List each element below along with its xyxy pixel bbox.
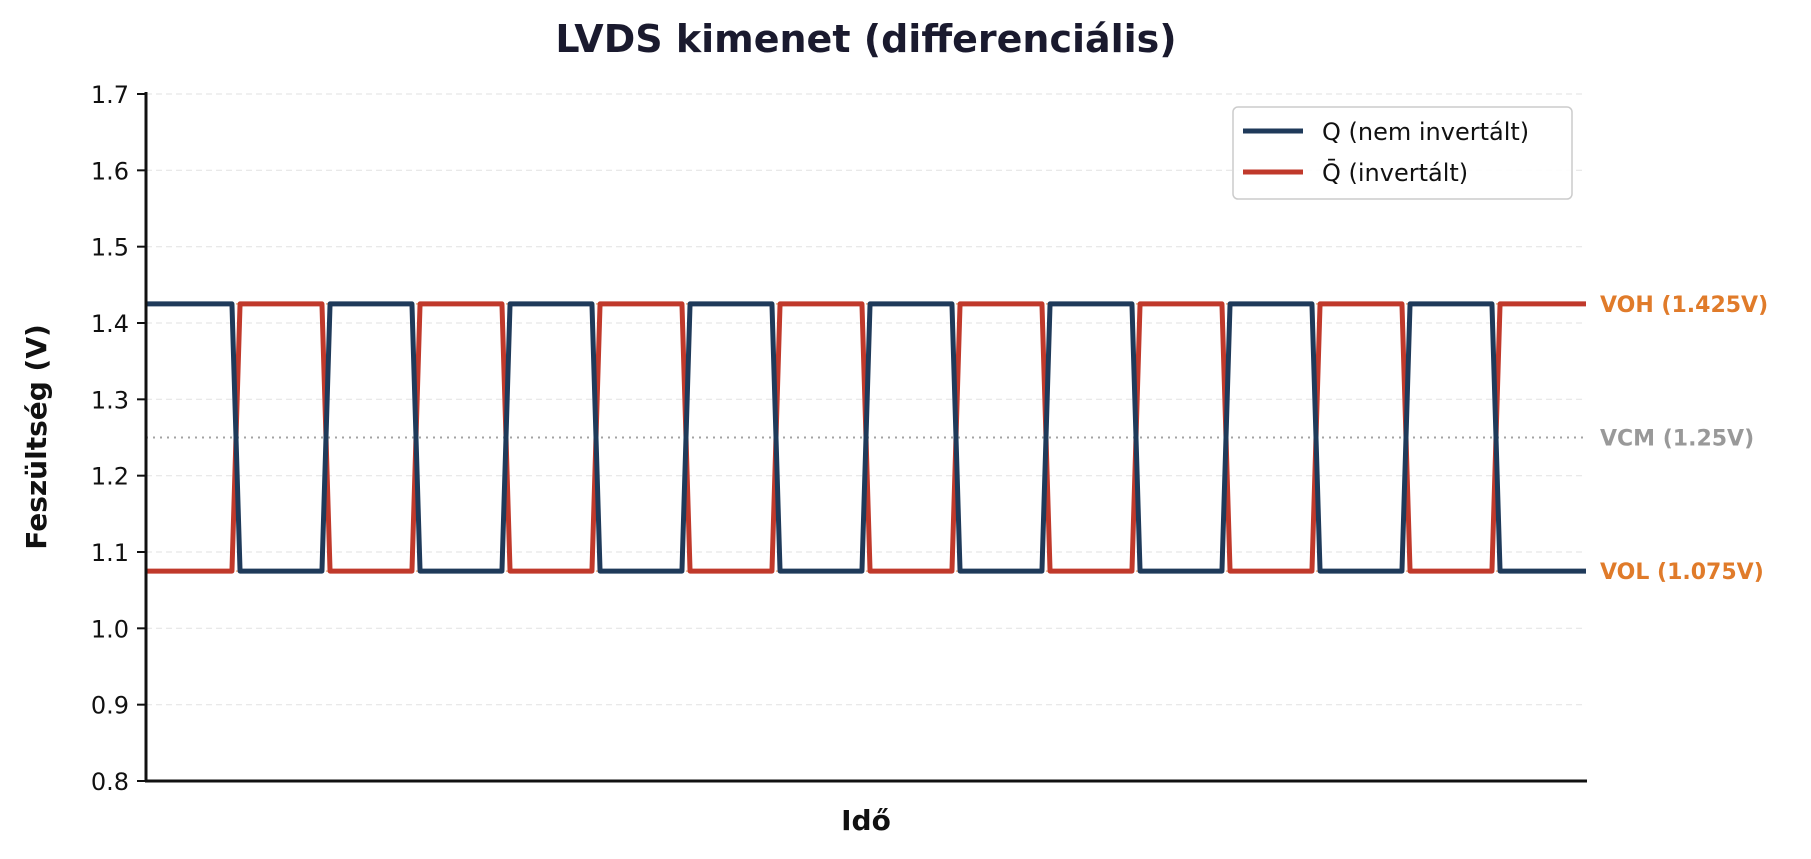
y-tick-label: 0.9	[91, 692, 129, 720]
series-line	[146, 301, 1586, 574]
reference-label-voh: VOH (1.425V)	[1600, 293, 1768, 318]
legend: Q (nem invertált) Q̄ (invertált)	[1232, 106, 1573, 200]
legend-label-qbar: Q̄ (invertált)	[1322, 158, 1468, 187]
y-tick-label: 1.5	[91, 234, 129, 262]
y-tick-label: 1.3	[91, 386, 129, 414]
axes	[144, 92, 1587, 783]
data-series	[146, 301, 1586, 574]
reference-labels: VOH (1.425V) VCM (1.25V) VOL (1.075V)	[1600, 293, 1768, 585]
y-tick-label: 1.4	[91, 310, 129, 338]
chart-title: LVDS kimenet (differenciális)	[555, 17, 1176, 61]
legend-box	[1232, 106, 1573, 200]
y-tick-label: 0.8	[91, 768, 129, 796]
y-tick-label: 1.2	[91, 463, 129, 491]
y-tick-label: 1.7	[91, 81, 129, 109]
x-axis-label: Idő	[841, 804, 891, 837]
y-tick-label: 1.0	[91, 615, 129, 643]
reference-label-vcm: VCM (1.25V)	[1600, 427, 1754, 452]
y-axis-label: Feszültség (V)	[20, 324, 53, 550]
legend-label-q: Q (nem invertált)	[1322, 118, 1529, 146]
y-ticks: 0.8 0.9 1.0 1.1 1.2 1.3 1.4 1.5 1.6 1.7	[91, 81, 146, 796]
reference-label-vol: VOL (1.075V)	[1600, 560, 1764, 585]
y-tick-label: 1.1	[91, 539, 129, 567]
y-tick-label: 1.6	[91, 157, 129, 185]
